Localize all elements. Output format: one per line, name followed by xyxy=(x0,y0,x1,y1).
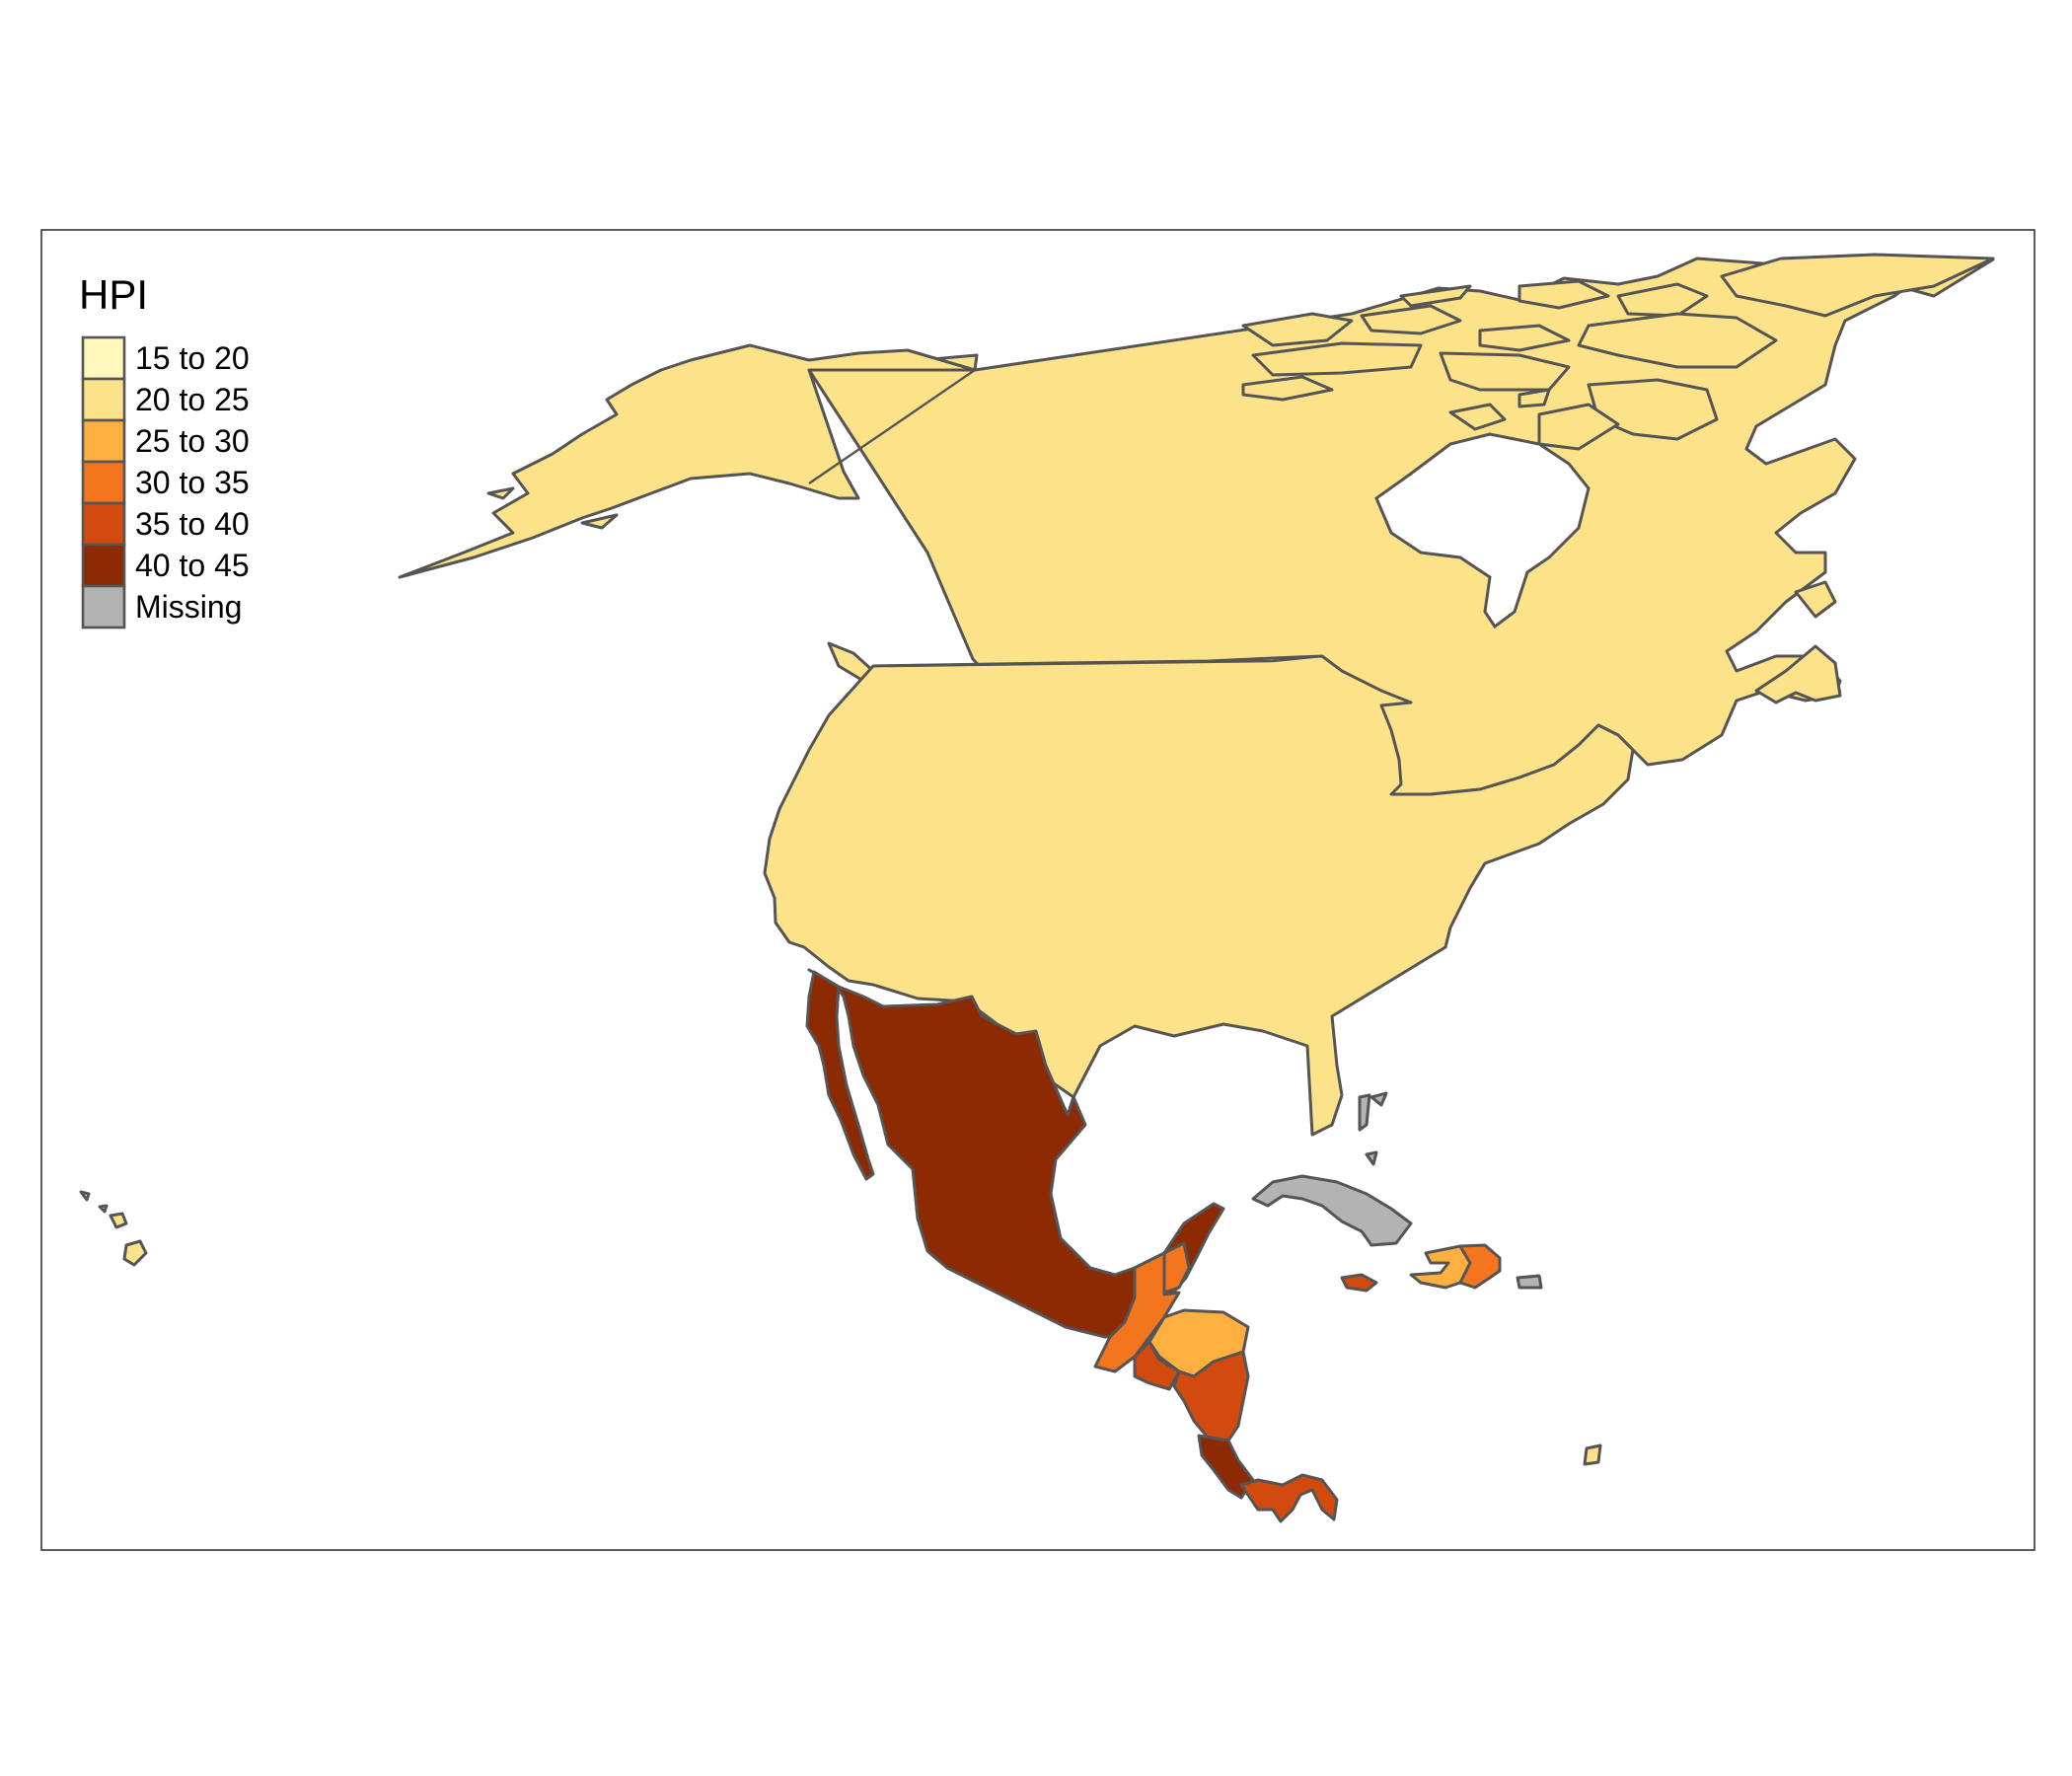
legend-label: 25 to 30 xyxy=(135,423,250,459)
region-canada-part xyxy=(1616,282,1709,318)
legend-label: 35 to 40 xyxy=(135,506,250,542)
region-united-states-part xyxy=(79,1190,91,1202)
region-united-states-part xyxy=(580,513,619,530)
region-canada-part xyxy=(1537,403,1620,451)
legend-label: 15 to 20 xyxy=(135,340,250,376)
region-panama[interactable] xyxy=(1239,1473,1339,1523)
region-united-states[interactable] xyxy=(763,654,1635,1137)
arctic-islands xyxy=(1241,253,1995,619)
region-mexico[interactable] xyxy=(807,968,1225,1339)
region-alaska[interactable] xyxy=(398,343,977,579)
legend-swatch xyxy=(81,501,126,547)
legend-swatch xyxy=(81,418,126,464)
legend-title: HPI xyxy=(79,271,148,318)
region-trinidad-and-tobago[interactable] xyxy=(1583,1443,1602,1466)
region-united-states-part xyxy=(109,1212,128,1229)
region-bahamas[interactable] xyxy=(1358,1093,1371,1132)
legend-label: 40 to 45 xyxy=(135,548,250,583)
region-nicaragua[interactable] xyxy=(1172,1350,1250,1443)
legend-swatch xyxy=(81,543,126,588)
legend: HPI 15 to 20 20 to 25 25 to 30 30 to 35 35 t… xyxy=(79,271,250,629)
region-costa-rica[interactable] xyxy=(1197,1434,1255,1500)
region-baja-california xyxy=(805,970,875,1181)
newfoundland xyxy=(1754,644,1842,704)
region-canada-part xyxy=(1517,388,1551,408)
legend-label: 30 to 35 xyxy=(135,465,250,500)
legend-swatch xyxy=(81,377,126,422)
region-canada-part xyxy=(1360,304,1462,335)
region-cuba[interactable] xyxy=(1251,1174,1413,1247)
region-canada-part xyxy=(1577,312,1778,369)
region-canada-part xyxy=(1241,312,1354,347)
region-united-states-part xyxy=(486,486,515,500)
legend-items: 15 to 20 20 to 25 25 to 30 30 to 35 35 to 40… xyxy=(81,335,250,629)
region-united-states-part xyxy=(98,1204,109,1214)
region-canada-part xyxy=(1241,375,1334,402)
legend-label: 20 to 25 xyxy=(135,382,250,417)
region-canada-part xyxy=(1399,284,1472,308)
region-hawaii[interactable] xyxy=(122,1239,148,1267)
legend-swatch xyxy=(81,335,126,381)
legend-swatch xyxy=(81,584,126,629)
region-canada-part xyxy=(1794,580,1837,619)
region-canada-part xyxy=(1517,279,1610,310)
border-alaska-canada xyxy=(808,369,976,484)
region-canada-part xyxy=(1478,324,1571,352)
region-bahamas-part xyxy=(1369,1091,1388,1107)
region-puerto-rico[interactable] xyxy=(1516,1274,1543,1290)
region-canada-part xyxy=(1448,403,1507,431)
region-el-salvador[interactable] xyxy=(1133,1340,1181,1391)
region-bahamas-part xyxy=(1365,1150,1378,1166)
region-jamaica[interactable] xyxy=(1340,1273,1378,1293)
legend-label: Missing xyxy=(135,589,242,625)
region-canada-part xyxy=(1251,341,1423,377)
border-us-canada xyxy=(887,654,1382,693)
region-canada-part xyxy=(1720,253,1995,318)
legend-swatch xyxy=(81,460,126,505)
region-dominican-republic[interactable] xyxy=(1458,1243,1502,1290)
hudson-bay xyxy=(1374,432,1591,629)
